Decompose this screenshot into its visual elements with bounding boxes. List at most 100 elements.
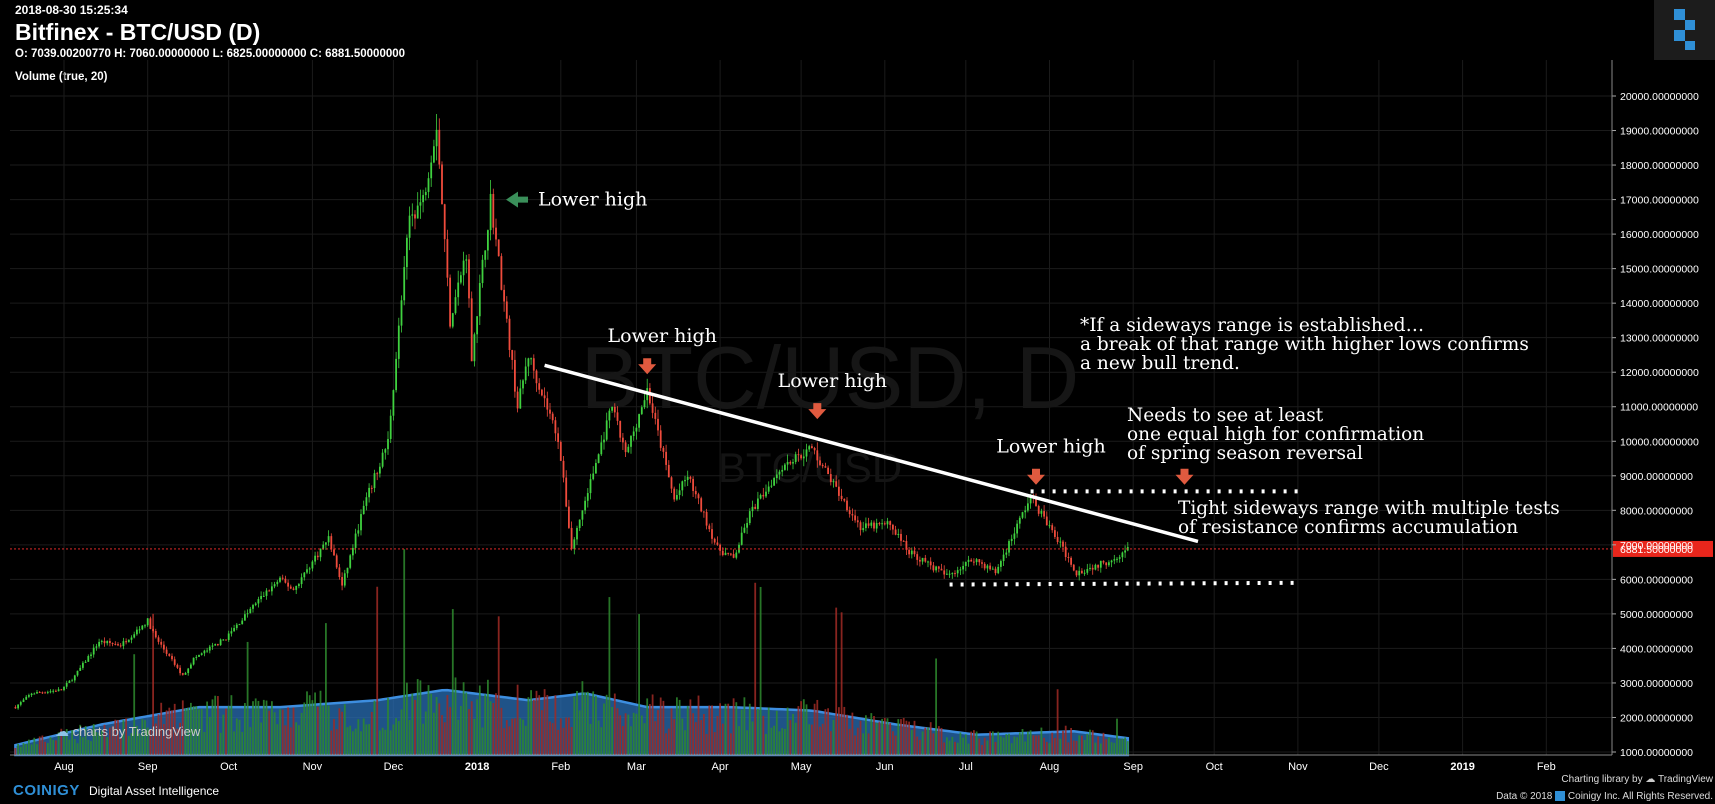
candle-body: [667, 464, 670, 478]
volume-bar: [562, 727, 565, 755]
volume-bar: [740, 709, 743, 755]
y-tick-label: 12000.00000000: [1620, 367, 1699, 379]
volume-bar: [978, 738, 981, 755]
candle-body: [808, 446, 811, 450]
annotation-layer: 6881.50000000 Lower high Lower high Lower h…: [10, 189, 1713, 587]
candlestick-series: [14, 113, 1129, 710]
candle-body: [149, 618, 152, 629]
charting-library-credit[interactable]: Charting library by ☁ TradingView: [1561, 774, 1713, 785]
candle-body: [559, 442, 562, 461]
candle-body: [1016, 523, 1018, 534]
volume-bar: [994, 741, 997, 755]
volume-bar: [103, 724, 106, 755]
volume-bar: [705, 733, 708, 755]
candle-body: [681, 481, 684, 491]
candle-body: [55, 690, 57, 692]
candle-body: [1121, 552, 1124, 558]
volume-bar: [632, 712, 635, 755]
candle-body: [878, 523, 881, 525]
coinigy-logo-icon[interactable]: [1654, 0, 1715, 60]
volume-bar: [635, 713, 638, 755]
tradingview-watermark[interactable]: ☁ charts by TradingView: [55, 723, 200, 740]
volume-bar: [306, 691, 308, 755]
y-tick-label: 6000.00000000: [1620, 574, 1693, 586]
volume-bar: [379, 730, 381, 755]
candle-body: [325, 542, 327, 545]
volume-bar: [743, 697, 746, 755]
candle-body: [289, 586, 292, 589]
candle-body: [762, 494, 765, 497]
candle-body: [673, 488, 676, 500]
volume-bar: [30, 744, 33, 755]
volume-bar: [937, 726, 940, 755]
volume-bar: [954, 741, 956, 755]
volume-bar: [848, 728, 851, 755]
candle-body: [784, 464, 786, 470]
volume-bar: [889, 723, 892, 755]
annotation-label: Lower high: [538, 189, 647, 211]
candle-body: [400, 300, 403, 326]
volume-bar: [1067, 742, 1070, 755]
candle-body: [165, 649, 168, 654]
volume-bar: [443, 722, 446, 755]
candle-body: [335, 555, 338, 568]
volume-bar: [951, 736, 954, 755]
volume-bar: [457, 719, 460, 755]
volume-bar: [940, 727, 943, 755]
volume-bar: [289, 727, 292, 755]
candle-body: [613, 406, 616, 413]
candle-body: [900, 533, 902, 541]
volume-bar: [508, 726, 511, 755]
volume-bar: [433, 712, 435, 755]
candle-body: [160, 641, 163, 645]
candle-body: [82, 662, 84, 668]
candle-body: [489, 193, 492, 231]
candle-body: [1064, 546, 1067, 557]
volume-bar: [667, 728, 670, 755]
volume-bar: [805, 704, 808, 755]
watermark-symbol: BTC/USD, D: [581, 328, 1080, 427]
candle-body: [886, 521, 889, 525]
candle-body: [484, 250, 487, 260]
candle-body: [41, 692, 44, 694]
candle-body: [824, 466, 827, 468]
volume-bar: [1008, 733, 1010, 755]
volume-bar: [76, 743, 79, 755]
volume-bar: [481, 727, 484, 755]
candle-body: [46, 691, 49, 693]
volume-bar: [873, 715, 875, 755]
volume-bar: [616, 708, 619, 755]
annotation-label: Lower high: [607, 325, 716, 347]
volume-bar: [500, 707, 503, 755]
volume-bar: [63, 734, 65, 755]
volume-bar: [1126, 741, 1129, 755]
note-sideways-range: *If a sideways range is established…: [1080, 315, 1424, 336]
volume-bar: [22, 743, 25, 755]
candle-body: [122, 641, 125, 647]
volume-bar: [821, 723, 824, 755]
candle-body: [940, 568, 943, 571]
candle-body: [781, 469, 784, 472]
candle-body: [406, 237, 408, 268]
volume-bar: [646, 698, 649, 755]
volume-bar: [1072, 740, 1075, 755]
candle-body: [30, 693, 33, 696]
candle-body: [192, 657, 195, 665]
volume-bar: [451, 609, 454, 755]
volume-bar: [492, 703, 495, 755]
volume-indicator-label[interactable]: Volume (true, 20): [15, 71, 108, 83]
candle-body: [592, 473, 595, 480]
volume-bar: [1089, 729, 1091, 755]
coinigy-brand[interactable]: COINIGY: [13, 782, 80, 799]
candle-body: [136, 629, 138, 635]
volume-bar: [114, 719, 117, 755]
copyright: Data © 2018 Coinigy Inc. All Rights Rese…: [1496, 791, 1713, 802]
volume-bar: [400, 709, 403, 755]
volume-bar: [878, 721, 881, 755]
volume-bar: [1051, 732, 1054, 755]
volume-bar: [956, 742, 959, 755]
candle-body: [238, 624, 241, 626]
candle-body: [765, 491, 767, 497]
volume-bar: [330, 730, 333, 755]
